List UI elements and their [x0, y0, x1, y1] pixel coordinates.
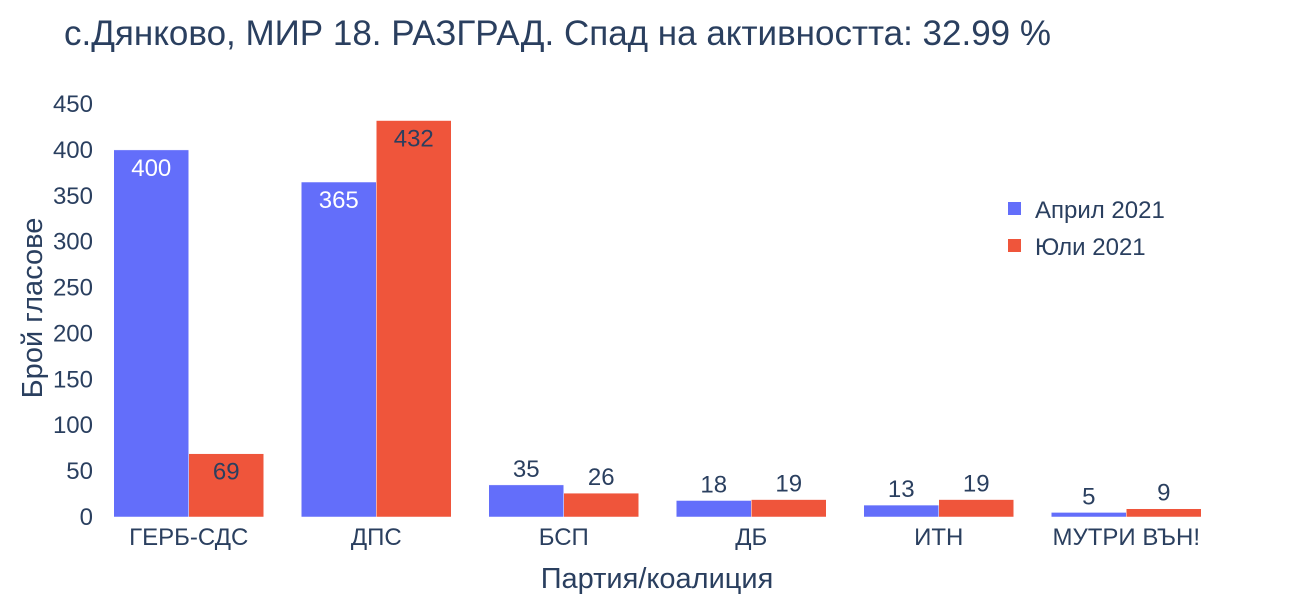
bar: [676, 500, 752, 518]
bar-data-labels: 400 365 35 18 13 5 69 432 26 19 19 9: [131, 126, 1170, 511]
bar-value-label: 9: [1157, 480, 1170, 507]
bar: [113, 149, 189, 518]
x-tick-label: ИТН: [914, 524, 963, 551]
bar-value-label: 13: [888, 476, 915, 503]
y-tick-label: 400: [53, 137, 93, 164]
bar-value-label: 19: [775, 471, 802, 498]
y-tick-label: 50: [66, 458, 93, 485]
legend-swatch: [1008, 239, 1021, 252]
legend-label: Юли 2021: [1035, 234, 1146, 261]
bar: [938, 499, 1014, 518]
bar: [376, 120, 452, 518]
bar-value-label: 365: [319, 187, 359, 214]
chart-title: с.Дянково, МИР 18. РАЗГРАД. Спад на акти…: [64, 14, 1051, 53]
y-tick-label: 450: [53, 91, 93, 118]
y-tick-label: 200: [53, 320, 93, 347]
bar: [563, 492, 639, 518]
x-axis-title: Партия/коалиция: [541, 563, 774, 595]
bar-value-label: 19: [963, 471, 990, 498]
x-tick-label: ДПС: [351, 524, 402, 551]
bar: [188, 453, 264, 518]
y-tick-label: 250: [53, 275, 93, 302]
bar: [488, 484, 564, 518]
bar-value-label: 69: [213, 459, 240, 486]
y-axis-ticks: 0 50 100 150 200 250 300 350 400 450: [53, 91, 93, 531]
bar: [751, 499, 827, 518]
y-tick-label: 0: [80, 504, 93, 531]
x-tick-label: ГЕРБ-СДС: [129, 524, 248, 551]
y-tick-label: 150: [53, 366, 93, 393]
y-tick-label: 300: [53, 229, 93, 256]
legend-swatch: [1008, 202, 1021, 215]
bar: [1126, 508, 1202, 518]
y-axis-title: Брой гласове: [17, 218, 49, 399]
bar-value-label: 35: [513, 456, 540, 483]
bar-value-label: 432: [394, 126, 434, 153]
bar-value-label: 400: [131, 155, 171, 182]
bar-value-label: 26: [588, 464, 615, 491]
bar: [863, 504, 939, 518]
bars-group: [113, 120, 1202, 518]
bar-value-label: 5: [1082, 483, 1095, 510]
y-tick-label: 100: [53, 412, 93, 439]
x-tick-label: ДБ: [735, 524, 767, 551]
legend-label: Април 2021: [1035, 197, 1165, 224]
bar: [1051, 512, 1127, 518]
bar-value-label: 18: [700, 471, 727, 498]
bar: [301, 181, 377, 518]
x-tick-label: БСП: [539, 524, 589, 551]
y-tick-label: 350: [53, 183, 93, 210]
x-axis-ticks: ГЕРБ-СДС ДПС БСП ДБ ИТН МУТРИ ВЪН!: [129, 524, 1200, 551]
legend: Април 2021 Юли 2021: [1008, 197, 1165, 261]
x-tick-label: МУТРИ ВЪН!: [1053, 524, 1200, 551]
